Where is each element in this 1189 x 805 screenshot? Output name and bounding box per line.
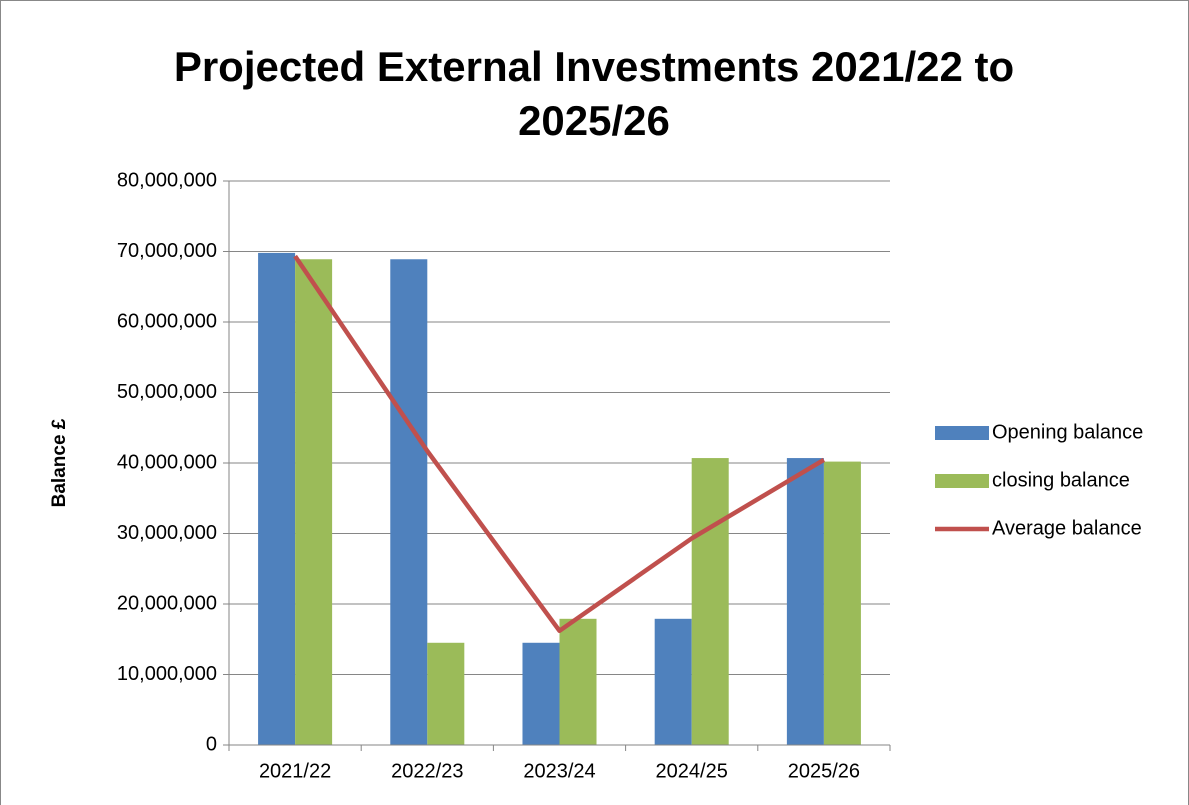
bar (295, 259, 333, 745)
y-tick-label: 0 (206, 733, 217, 755)
x-tick-label: 2025/26 (788, 760, 860, 782)
bar (427, 642, 465, 745)
y-tick-label: 30,000,000 (117, 522, 217, 544)
bar (522, 642, 560, 745)
legend-marker (935, 426, 989, 440)
y-axis-label: Balance £ (49, 418, 70, 507)
y-tick-label: 50,000,000 (117, 381, 217, 403)
bar (559, 618, 597, 745)
bar (786, 458, 824, 745)
legend-marker (935, 474, 989, 488)
chart-title: Projected External Investments 2021/22 t… (173, 43, 1015, 144)
bar (823, 461, 861, 745)
line (293, 254, 826, 634)
y-tick-label: 60,000,000 (117, 310, 217, 332)
x-tick-label: 2024/25 (656, 760, 728, 782)
x-tick-label: 2022/23 (391, 760, 463, 782)
legend-label: Average balance (992, 517, 1142, 539)
y-tick-label: 80,000,000 (117, 169, 217, 191)
legend-label: closing balance (992, 469, 1130, 491)
bar (258, 252, 296, 745)
y-tick-label: 70,000,000 (117, 240, 217, 262)
y-tick-label: 40,000,000 (117, 451, 217, 473)
bar (654, 618, 692, 745)
x-tick-label: 2021/22 (259, 760, 331, 782)
x-tick-label: 2023/24 (523, 760, 595, 782)
y-tick-label: 20,000,000 (117, 592, 217, 614)
legend-label: Opening balance (992, 421, 1143, 443)
bar (390, 259, 428, 745)
y-tick-label: 10,000,000 (117, 663, 217, 685)
bar (691, 458, 729, 745)
